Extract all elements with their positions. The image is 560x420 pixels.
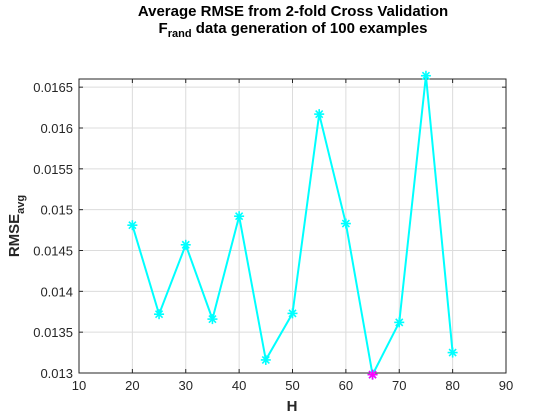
chart-title-line2: Frand data generation of 100 examples bbox=[159, 20, 428, 40]
data-point-marker bbox=[234, 211, 245, 222]
y-tick-label: 0.015 bbox=[40, 203, 73, 218]
y-tick-label: 0.014 bbox=[40, 284, 73, 299]
chart-title-subscript: rand bbox=[168, 28, 192, 40]
data-point-marker bbox=[394, 317, 405, 328]
data-point-marker bbox=[207, 314, 218, 325]
grid-lines bbox=[78, 79, 507, 374]
y-axis-label: RMSEavg bbox=[6, 195, 27, 257]
data-point-marker bbox=[314, 109, 325, 120]
data-point-marker bbox=[447, 347, 458, 358]
y-tick-label: 0.016 bbox=[40, 121, 73, 136]
y-tick-label: 0.0145 bbox=[33, 244, 73, 259]
data-point-marker bbox=[180, 239, 191, 250]
min-highlight bbox=[367, 369, 378, 380]
data-point-marker bbox=[260, 354, 271, 365]
chart-title-rest: data generation of 100 examples bbox=[192, 20, 428, 37]
y-axis-label-subscript: avg bbox=[15, 195, 27, 214]
y-axis-label-main: RMSE bbox=[6, 214, 23, 257]
y-tick-label: 0.013 bbox=[40, 366, 73, 381]
x-tick-label: 60 bbox=[339, 378, 353, 393]
axis-ticks bbox=[78, 79, 507, 374]
chart-title-line1: Average RMSE from 2-fold Cross Validatio… bbox=[138, 3, 448, 20]
y-tick-label: 0.0135 bbox=[33, 325, 73, 340]
y-tick-label: 0.0165 bbox=[33, 80, 73, 95]
y-tick-label: 0.0155 bbox=[33, 162, 73, 177]
min-point-marker bbox=[367, 369, 378, 380]
chart-title-symbol: F bbox=[159, 20, 168, 37]
x-tick-label: 70 bbox=[392, 378, 406, 393]
x-tick-label: 30 bbox=[179, 378, 193, 393]
x-tick-label: 40 bbox=[232, 378, 246, 393]
data-point-marker bbox=[154, 309, 165, 320]
y-tick-labels: 0.013 0.0135 0.014 0.0145 0.015 0.0155 0.016 0.… bbox=[33, 80, 73, 381]
x-tick-label: 80 bbox=[445, 378, 459, 393]
data-point-marker bbox=[340, 218, 351, 229]
data-point-marker bbox=[127, 220, 138, 231]
series-markers bbox=[127, 70, 458, 380]
x-tick-labels: 10 20 30 40 50 60 70 80 90 bbox=[72, 378, 513, 393]
x-tick-label: 10 bbox=[72, 378, 86, 393]
data-point-marker bbox=[420, 70, 431, 81]
x-axis-label: H bbox=[287, 398, 298, 415]
x-tick-label: 50 bbox=[285, 378, 299, 393]
data-point-marker bbox=[287, 308, 298, 319]
x-tick-label: 20 bbox=[125, 378, 139, 393]
x-tick-label: 90 bbox=[499, 378, 513, 393]
